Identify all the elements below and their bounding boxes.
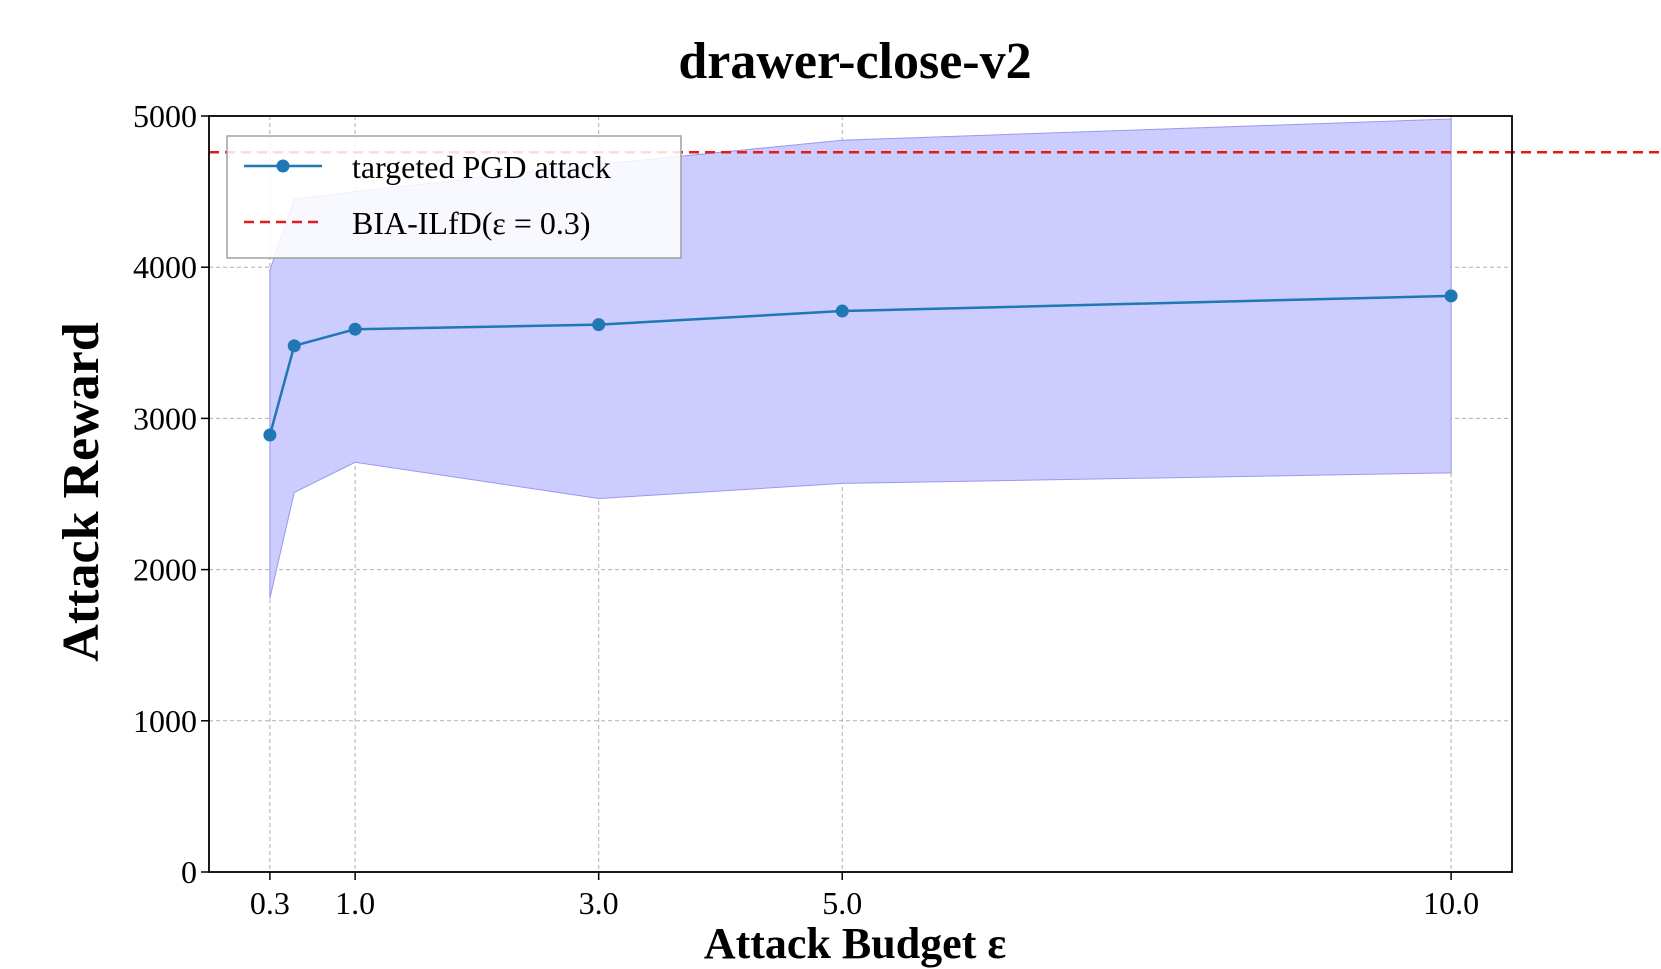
y-tick-label: 5000 — [133, 98, 197, 134]
plot-frame — [208, 115, 1513, 873]
x-tick-label: 0.3 — [250, 885, 290, 921]
data-point — [835, 304, 849, 318]
x-tick-label: 10.0 — [1423, 885, 1479, 921]
series-line — [268, 294, 1452, 436]
y-tick-label: 3000 — [133, 400, 197, 436]
data-point — [287, 339, 301, 353]
x-tick-label: 5.0 — [822, 885, 862, 921]
data-point — [263, 428, 277, 442]
chart-title: drawer-close-v2 — [678, 33, 1031, 90]
x-tick-label: 3.0 — [579, 885, 619, 921]
y-tick-label: 1000 — [133, 703, 197, 739]
x-axis-label: Attack Budget ε — [704, 919, 1006, 968]
y-tick-label: 0 — [181, 854, 197, 890]
data-point — [348, 322, 362, 336]
legend-marker-pgd — [276, 159, 290, 173]
y-tick-label: 4000 — [133, 249, 197, 285]
data-point — [1444, 289, 1458, 303]
y-tick-label: 2000 — [133, 552, 197, 588]
axes: 0.3 1.0 3.0 5.0 10.0 0 1000 2000 3000 4000 5000 — [133, 98, 1513, 921]
legend-label-bia: BIA-ILfD(ε = 0.3) — [352, 205, 591, 241]
x-tick-label: 1.0 — [335, 885, 375, 921]
y-axis-label: Attack Reward — [53, 322, 110, 661]
legend-box — [226, 135, 682, 259]
legend-label-pgd: targeted PGD attack — [352, 149, 611, 185]
legend: targeted PGD attack BIA-ILfD(ε = 0.3) — [226, 135, 682, 259]
data-point — [592, 318, 606, 332]
